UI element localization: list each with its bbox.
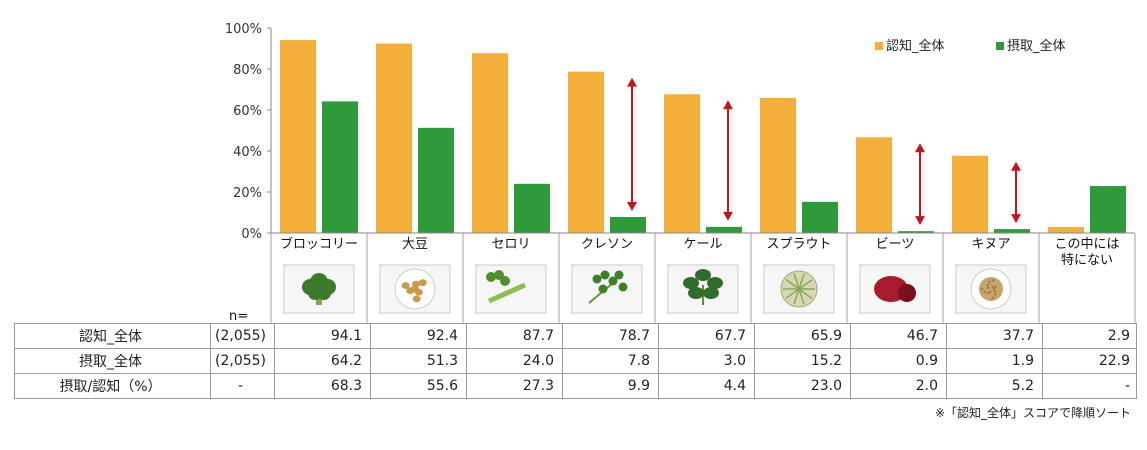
broccoli-image — [283, 264, 355, 314]
table-row: 摂取/認知（%） -68.3 55.6 27.3 9.9 4.4 23.0 2.0 5.2- — [14, 373, 1138, 399]
y-tick-label: 40% — [233, 145, 262, 160]
table-row: 認知_全体 (2,055) 94.1 92.4 87.7 78.7 67.7 65.9 46.7… — [14, 323, 1138, 349]
y-tick-label: 60% — [233, 104, 262, 119]
legend-label: 認知_全体 — [886, 38, 945, 54]
bar-consumption — [898, 231, 934, 233]
bar-consumption — [1090, 186, 1126, 233]
bar-consumption — [994, 229, 1030, 233]
bar-consumption — [706, 226, 742, 233]
bar-consumption — [610, 217, 646, 233]
food-images — [283, 264, 1027, 314]
value-cell: 9.9 — [562, 373, 660, 399]
bar-consumption — [514, 183, 550, 233]
category-label: スプラウト — [766, 237, 831, 252]
chart-area: 0% 20% 40% 60% 80% 100% 認知_全体 摂取_全体 ブロッコリー 大豆 セロ… — [225, 22, 1136, 324]
watercress-image — [571, 264, 643, 314]
value-cell: 5.2 — [946, 373, 1044, 399]
bar-awareness — [664, 94, 700, 233]
y-axis: 0% 20% 40% 60% 80% 100% — [225, 22, 272, 242]
beets-image — [859, 264, 931, 314]
value-cell: 55.6 — [370, 373, 468, 399]
bar-awareness — [376, 43, 412, 233]
row-label: 摂取_全体 — [14, 348, 211, 374]
value-cell: 92.4 — [370, 323, 468, 349]
gap-arrow-head-down — [915, 216, 925, 226]
value-cell: 4.4 — [658, 373, 756, 399]
value-cell: 87.7 — [466, 323, 564, 349]
y-tick-label: 80% — [233, 63, 262, 78]
bar-consumption — [418, 127, 454, 233]
sample-size-cell: (2,055) — [209, 348, 276, 374]
value-cell: 23.0 — [754, 373, 852, 399]
bar-consumption — [802, 201, 838, 233]
legend: 認知_全体 摂取_全体 — [875, 38, 1066, 54]
gap-arrow-head-up — [723, 100, 733, 110]
category-label: 大豆 — [402, 237, 428, 252]
category-label: ケール — [683, 237, 722, 252]
table-row: 摂取_全体 (2,055) 64.2 51.3 24.0 7.8 3.0 15.2 0.9 1.9… — [14, 348, 1138, 374]
category-label: ブロッコリー — [280, 236, 358, 252]
category-label: ビーツ — [876, 237, 915, 252]
category-label: セロリ — [491, 237, 530, 252]
row-label: 認知_全体 — [14, 323, 211, 349]
value-cell: 65.9 — [754, 323, 852, 349]
bar-awareness — [856, 137, 892, 233]
value-cell: 0.9 — [850, 348, 948, 374]
value-cell: 24.0 — [466, 348, 564, 374]
value-cell: 78.7 — [562, 323, 660, 349]
gap-arrows — [627, 77, 1021, 226]
data-table: 認知_全体 (2,055) 94.1 92.4 87.7 78.7 67.7 65.9 46.7… — [14, 323, 1138, 399]
value-cell: 37.7 — [946, 323, 1044, 349]
bar-awareness — [760, 97, 796, 233]
bars — [280, 40, 1126, 234]
bar-awareness — [1048, 227, 1084, 233]
value-cell: 51.3 — [370, 348, 468, 374]
sample-size-cell: (2,055) — [209, 323, 276, 349]
value-cell: 1.9 — [946, 348, 1044, 374]
legend-swatch — [996, 42, 1004, 50]
bar-awareness — [568, 71, 604, 233]
category-label: クレソン — [581, 237, 633, 252]
n-header: n= — [229, 309, 248, 324]
quinoa-image — [955, 264, 1027, 314]
value-cell: 67.7 — [658, 323, 756, 349]
y-tick-label: 0% — [241, 227, 262, 242]
bar-consumption — [322, 101, 358, 233]
gap-arrow-head-down — [627, 202, 637, 212]
bar-awareness — [280, 40, 316, 233]
value-cell: 27.3 — [466, 373, 564, 399]
bar-awareness — [952, 155, 988, 233]
soybeans-image — [379, 264, 451, 314]
value-cell: 94.1 — [274, 323, 372, 349]
value-cell: 15.2 — [754, 348, 852, 374]
y-tick-label: 100% — [225, 22, 262, 37]
value-cell: 22.9 — [1042, 348, 1138, 374]
gap-arrow-head-down — [723, 211, 733, 221]
value-cell: 64.2 — [274, 348, 372, 374]
value-cell: 2.9 — [1042, 323, 1138, 349]
value-cell: 46.7 — [850, 323, 948, 349]
value-cell: - — [1042, 373, 1138, 399]
value-cell: 7.8 — [562, 348, 660, 374]
value-cell: 2.0 — [850, 373, 948, 399]
kale-image — [667, 264, 739, 314]
sprouts-image — [763, 264, 835, 314]
footnote: ※「認知_全体」スコアで降順ソート — [934, 406, 1131, 420]
gap-arrow-head-up — [915, 143, 925, 153]
legend-label: 摂取_全体 — [1007, 38, 1066, 54]
value-cell: 68.3 — [274, 373, 372, 399]
legend-swatch — [875, 42, 883, 50]
category-label: キヌア — [971, 237, 1010, 252]
gap-arrow-head-up — [1011, 161, 1021, 171]
bar-awareness — [472, 53, 508, 234]
sample-size-cell: - — [209, 373, 276, 399]
row-label: 摂取/認知（%） — [14, 373, 211, 399]
celery-image — [475, 264, 547, 314]
category-label-grid: ブロッコリー 大豆 セロリ クレソン ケール スプラウト ビーツ キヌア この中には特にない — [270, 232, 1136, 323]
value-cell: 3.0 — [658, 348, 756, 374]
category-label: この中には特にない — [1054, 237, 1119, 268]
gap-arrow-head-up — [627, 77, 637, 87]
y-tick-label: 20% — [233, 186, 262, 201]
gap-arrow-head-down — [1011, 214, 1021, 224]
